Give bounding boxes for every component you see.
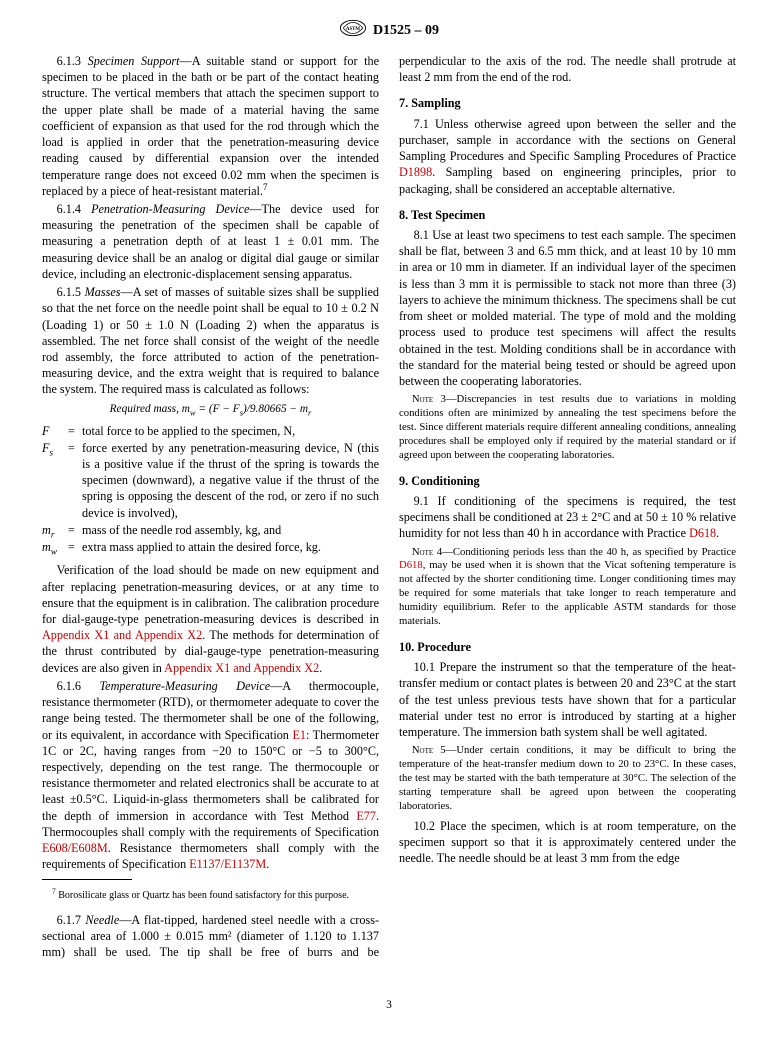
link-d618-a[interactable]: D618 [689, 526, 716, 540]
heading-9: 9. Conditioning [399, 473, 736, 489]
footnote-7: 7 Borosilicate glass or Quartz has been … [42, 890, 379, 903]
para-6-1-5: 6.1.5 Masses—A set of masses of suitable… [42, 284, 379, 398]
para-6-1-5-verification: Verification of the load should be made … [42, 562, 379, 676]
para-8-1: 8.1 Use at least two specimens to test e… [399, 227, 736, 389]
para-10-1: 10.1 Prepare the instrument so that the … [399, 659, 736, 740]
para-10-2: 10.2 Place the specimen, which is at roo… [399, 818, 736, 867]
para-9-1: 9.1 If conditioning of the specimens is … [399, 493, 736, 542]
link-e1137[interactable]: E1137/E1137M [189, 857, 266, 871]
note-5: Note 5—Under certain conditions, it may … [399, 744, 736, 814]
page-number: 3 [42, 999, 736, 1011]
note-3: Note 3—Discrepancies in test results due… [399, 393, 736, 463]
link-e608[interactable]: E608/E608M [42, 841, 108, 855]
footnote-rule [42, 879, 132, 880]
heading-7: 7. Sampling [399, 95, 736, 111]
designation: D1525 – 09 [373, 23, 439, 39]
link-e1[interactable]: E1 [292, 728, 306, 742]
heading-8: 8. Test Specimen [399, 207, 736, 223]
heading-10: 10. Procedure [399, 639, 736, 655]
link-d1898[interactable]: D1898 [399, 165, 432, 179]
para-6-1-4: 6.1.4 Penetration-Measuring Device—The d… [42, 201, 379, 282]
page: ASTM D1525 – 09 6.1.3 Specimen Support—A… [0, 0, 778, 1041]
note-4: Note 4—Conditioning periods less than th… [399, 546, 736, 629]
para-7-1: 7.1 Unless otherwise agreed upon between… [399, 116, 736, 197]
para-6-1-6: 6.1.6 Temperature-Measuring Device—A the… [42, 678, 379, 873]
page-header: ASTM D1525 – 09 [42, 18, 736, 43]
para-6-1-3: 6.1.3 Specimen Support—A suitable stand … [42, 53, 379, 199]
link-e77[interactable]: E77 [356, 809, 376, 823]
where-list: F=total force to be applied to the speci… [42, 423, 379, 557]
link-appendix-x1-x2[interactable]: Appendix X1 and Appendix X2 [42, 628, 202, 642]
svg-text:ASTM: ASTM [346, 27, 361, 32]
link-appendix-x1-x2-b[interactable]: Appendix X1 and Appendix X2 [164, 661, 319, 675]
link-d618-b[interactable]: D618 [399, 559, 423, 571]
footnote-ref-7: 7 [263, 182, 268, 192]
astm-logo-icon: ASTM [339, 18, 367, 43]
equation-required-mass: Required mass, mw = (F − Fs)/9.80665 − m… [42, 402, 379, 417]
body-columns: 6.1.3 Specimen Support—A suitable stand … [42, 53, 736, 993]
